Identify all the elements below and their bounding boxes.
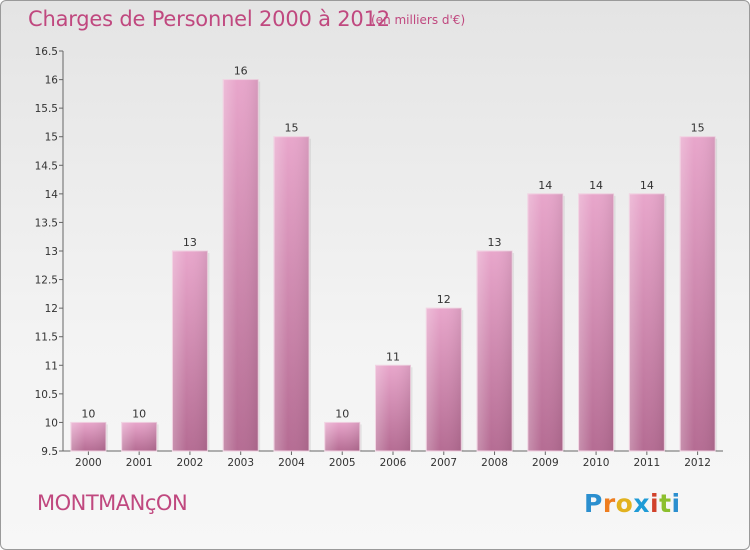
bar-shine bbox=[324, 422, 360, 451]
bar-shine bbox=[273, 136, 309, 451]
data-label: 13 bbox=[488, 236, 502, 249]
bar-shine bbox=[70, 422, 106, 451]
y-tick-label: 14.5 bbox=[35, 160, 58, 172]
y-tick-label: 12 bbox=[45, 303, 58, 315]
data-label: 15 bbox=[284, 122, 298, 135]
x-tick-label: 2006 bbox=[380, 457, 407, 469]
y-tick-label: 15 bbox=[45, 132, 58, 144]
data-label: 16 bbox=[234, 65, 248, 78]
y-tick-label: 16 bbox=[45, 75, 59, 87]
chart-title: Charges de Personnel 2000 à 2012 bbox=[28, 7, 390, 31]
x-tick-label: 2003 bbox=[227, 457, 254, 469]
data-label: 13 bbox=[183, 236, 197, 249]
bar-shine bbox=[629, 193, 665, 451]
data-label: 10 bbox=[335, 407, 349, 420]
x-tick-label: 2009 bbox=[532, 457, 559, 469]
y-tick-label: 16.5 bbox=[35, 46, 58, 58]
bar-shine bbox=[172, 251, 208, 451]
chart-labels: 10 10 13 16 15 10 11 12 13 14 14 14 15 bbox=[81, 65, 704, 421]
chart-bars bbox=[70, 79, 718, 452]
y-tick-label: 9.5 bbox=[41, 446, 58, 458]
x-tick-label: 2002 bbox=[177, 457, 204, 469]
x-tick-label: 2008 bbox=[481, 457, 508, 469]
bar-shine bbox=[426, 308, 462, 451]
proxiti-logo: Proxiti bbox=[584, 489, 681, 518]
data-label: 15 bbox=[691, 122, 705, 135]
bar-shine bbox=[680, 136, 716, 451]
data-label: 14 bbox=[538, 179, 552, 192]
y-tick-label: 10 bbox=[45, 417, 58, 429]
x-tick-label: 2004 bbox=[278, 457, 305, 469]
data-label: 10 bbox=[81, 407, 95, 420]
y-tick-label: 14 bbox=[45, 189, 59, 201]
x-tick-label: 2007 bbox=[430, 457, 457, 469]
bar-shine bbox=[375, 365, 411, 451]
data-label: 12 bbox=[437, 293, 451, 306]
y-tick-label: 10.5 bbox=[35, 389, 58, 401]
x-tick-label: 2000 bbox=[75, 457, 102, 469]
data-label: 10 bbox=[132, 407, 146, 420]
chart-axes: 9.5 10 10.5 11 11.5 12 12.5 13 13.5 14 14.5 15 15.5 1… bbox=[35, 46, 723, 469]
chart-subtitle: (en milliers d'€) bbox=[371, 13, 466, 27]
data-label: 14 bbox=[640, 179, 654, 192]
x-tick-label: 2011 bbox=[633, 457, 660, 469]
x-tick-label: 2012 bbox=[684, 457, 711, 469]
bar-shine bbox=[223, 79, 259, 452]
bar-shine bbox=[477, 251, 513, 451]
y-tick-label: 15.5 bbox=[35, 103, 58, 115]
x-tick-label: 2010 bbox=[583, 457, 610, 469]
bar-shine bbox=[121, 422, 157, 451]
y-tick-label: 11 bbox=[45, 360, 58, 372]
data-label: 14 bbox=[589, 179, 603, 192]
y-tick-label: 12.5 bbox=[35, 275, 58, 287]
commune-name: MONTMANçON bbox=[37, 491, 188, 515]
x-tick-label: 2005 bbox=[329, 457, 356, 469]
y-tick-label: 13 bbox=[45, 246, 58, 258]
y-tick-label: 11.5 bbox=[35, 332, 58, 344]
bar-shine bbox=[527, 193, 563, 451]
data-label: 11 bbox=[386, 350, 400, 363]
bar-shine bbox=[578, 193, 614, 451]
y-tick-label: 13.5 bbox=[35, 217, 58, 229]
x-tick-label: 2001 bbox=[126, 457, 153, 469]
